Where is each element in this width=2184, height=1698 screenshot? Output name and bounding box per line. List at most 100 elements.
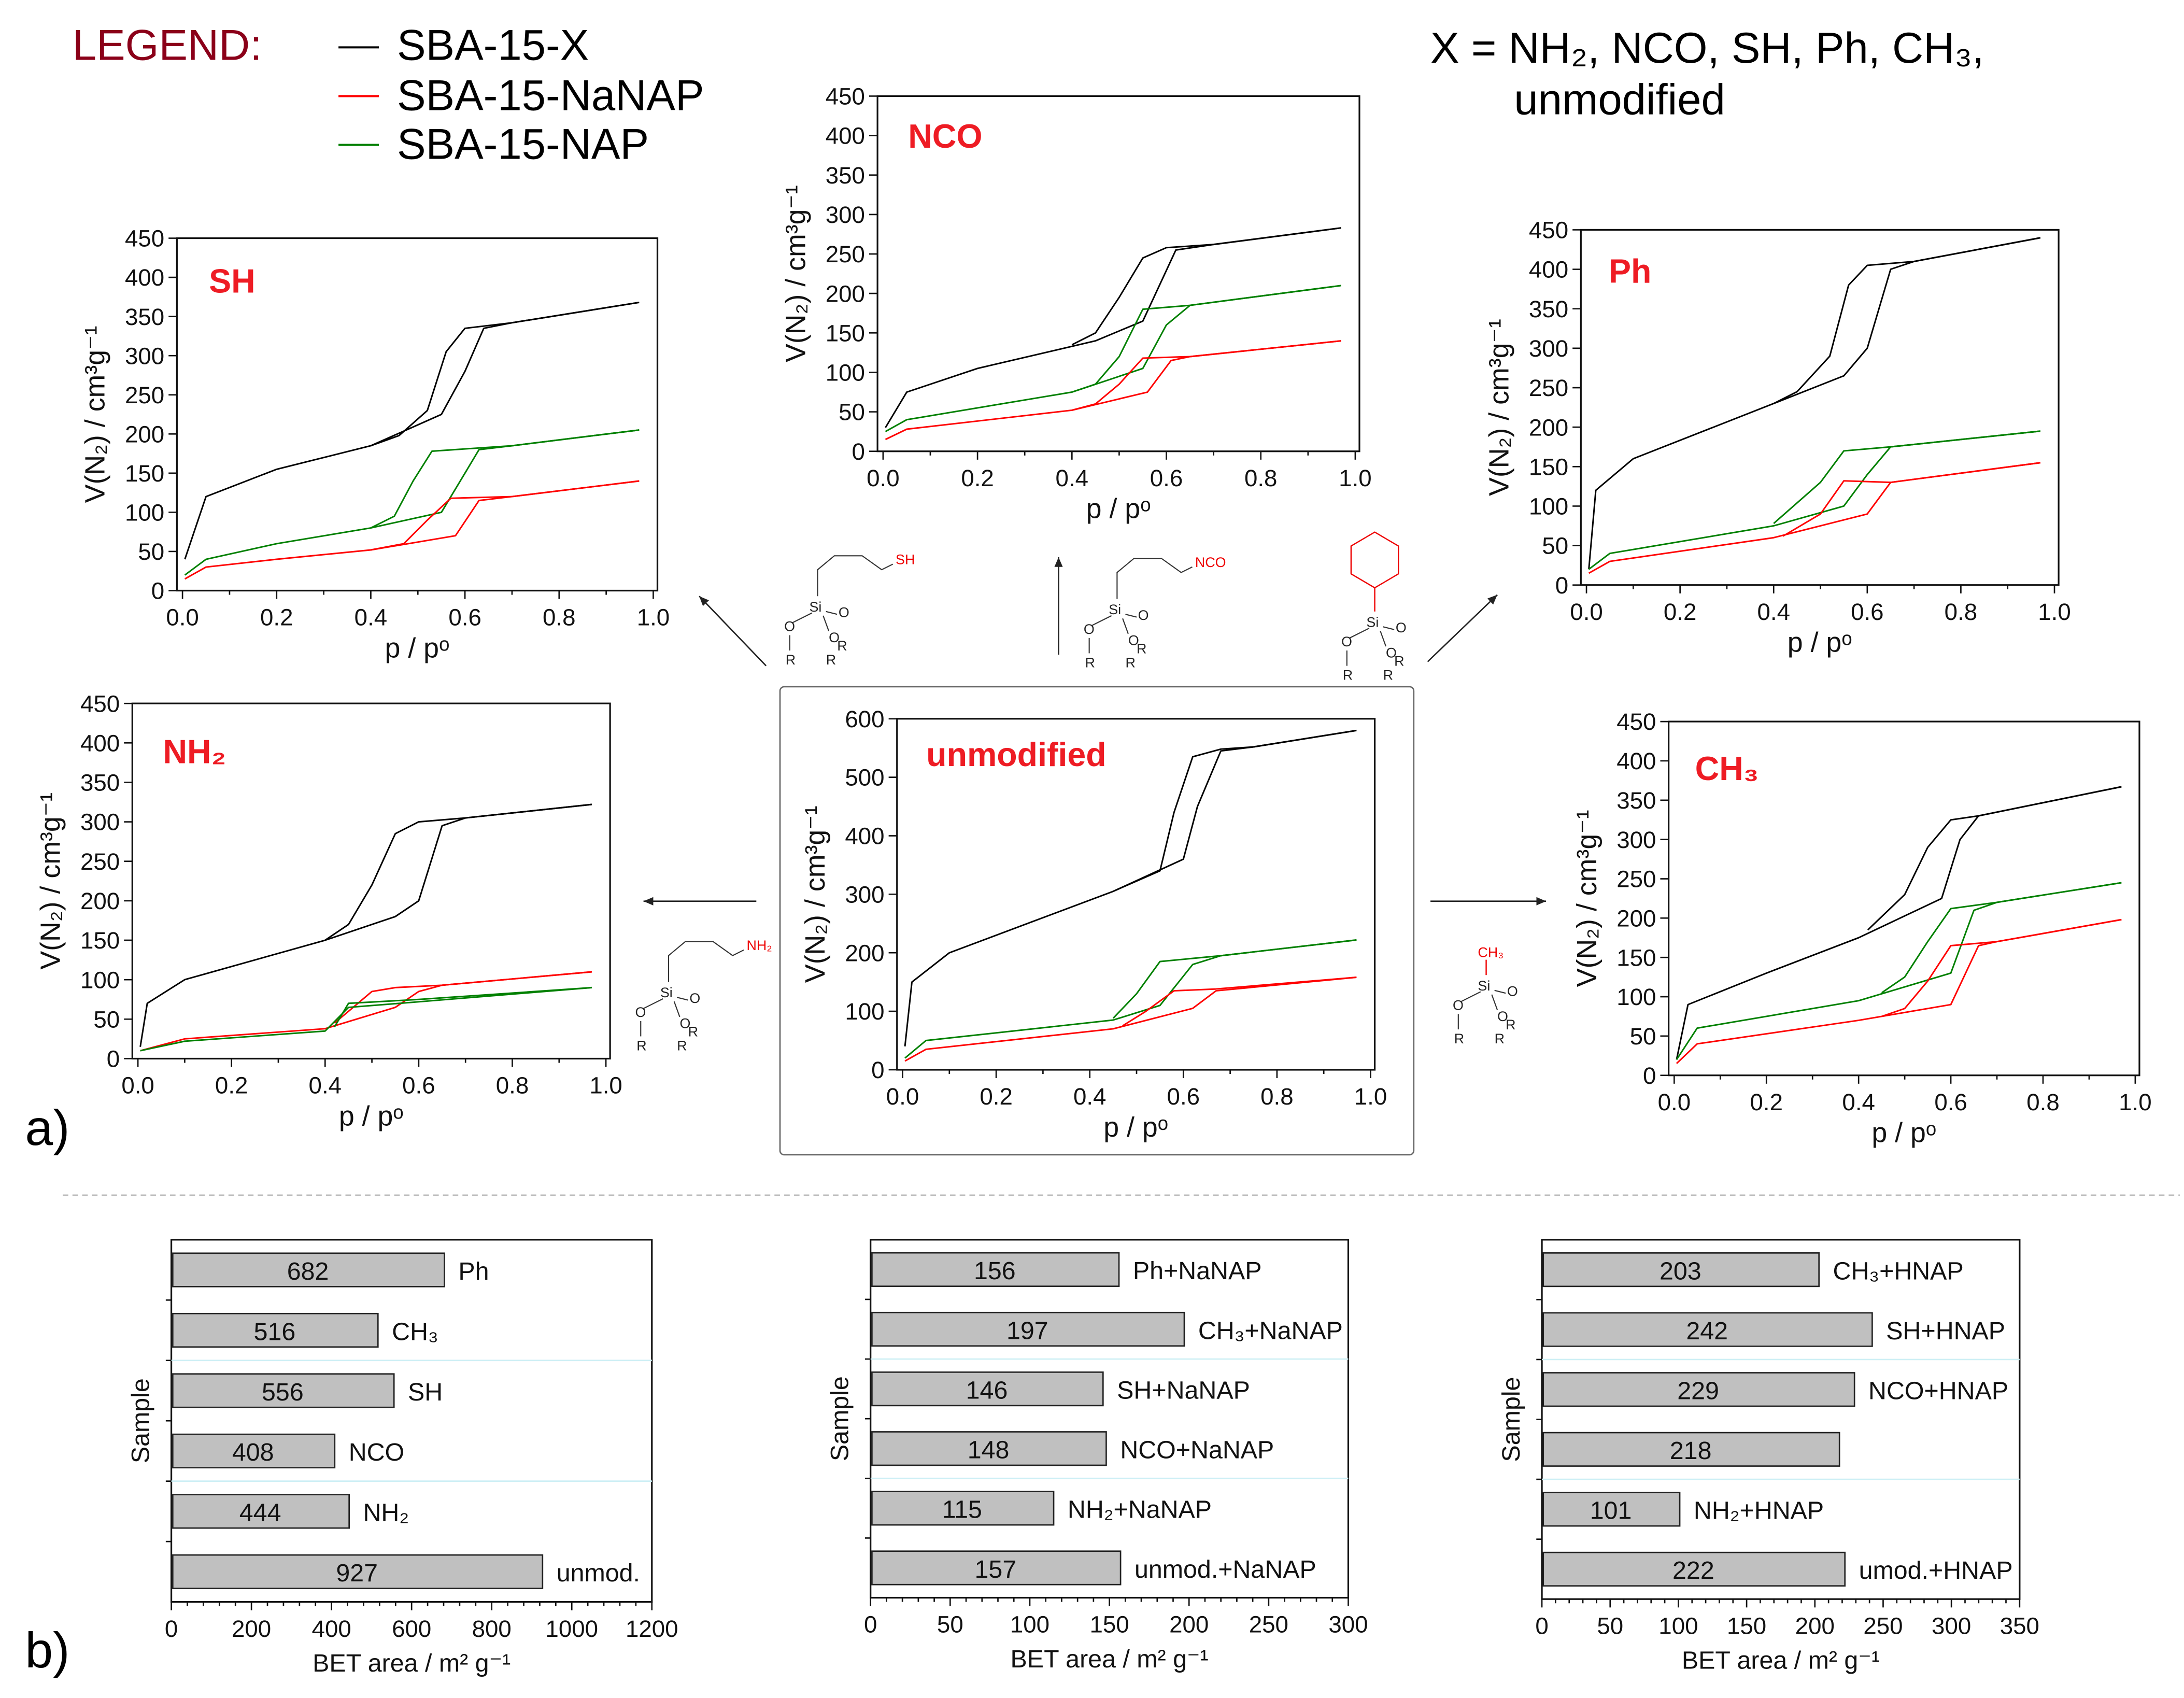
y-tick-label: 100 — [826, 360, 865, 386]
isotherm-panel-sh: 0.0 0.2 0.4 0.6 0.8 1.0 0 50 100 150 200 250 300 350 4… — [80, 225, 670, 664]
bar-value-label: 408 — [232, 1438, 274, 1466]
series-sba-15-nap-desorption — [334, 986, 592, 1028]
bar-value-label: 197 — [1006, 1317, 1048, 1345]
legend-item-sba15-x: SBA-15-X — [397, 21, 589, 69]
y-tick-label: 350 — [80, 770, 120, 796]
bar-ch-hnap — [1542, 1252, 1820, 1287]
bar-value-label: 516 — [254, 1318, 296, 1346]
series-sba-15-x-desorption — [1071, 227, 1341, 346]
series-sba-15-x-adsorption — [885, 227, 1341, 428]
x-axis-label: p / pᵒ — [1871, 1117, 1936, 1149]
y-tick-label: 100 — [1529, 493, 1568, 520]
y-tick-label: 200 — [1616, 905, 1656, 931]
y-tick-label: 350 — [1616, 787, 1656, 814]
x-tick-label: 0.2 — [260, 604, 293, 631]
x-tick-label: 1.0 — [589, 1072, 622, 1099]
y-tick-label: 250 — [80, 848, 120, 875]
x-tick-label: 0.6 — [1150, 465, 1183, 491]
bar-sh — [172, 1373, 395, 1408]
oxygen-atom: O — [1128, 632, 1139, 648]
series-sba-15-nanap-adsorption — [1676, 918, 2122, 1064]
y-axis-label: V(N₂) / cm³g⁻¹ — [80, 326, 111, 503]
y-tick-label: 50 — [1630, 1023, 1656, 1050]
y-tick-label: 400 — [1616, 748, 1656, 774]
x-tick-label: 0.8 — [496, 1072, 529, 1099]
bonds — [643, 997, 688, 1017]
bar-ph — [172, 1252, 445, 1287]
x-tick-label: 0.4 — [354, 604, 388, 631]
bar-umod-hnap — [1542, 1551, 1846, 1587]
x-axis-label: BET area / m² g⁻¹ — [1011, 1645, 1209, 1673]
x-axis-label: p / pᵒ — [1788, 627, 1852, 658]
oxygen-atom: O — [1396, 620, 1407, 635]
series-sba-15-nap-adsorption — [184, 429, 640, 576]
r-group: R — [1495, 1031, 1505, 1046]
y-tick-label: 100 — [125, 500, 164, 526]
panel-title: NCO — [908, 118, 982, 155]
x-tick-label: 0 — [165, 1616, 178, 1642]
bar-unlabeled — [1542, 1432, 1840, 1467]
y-tick-label: 600 — [845, 706, 884, 732]
series-sba-15-x-desorption — [370, 301, 640, 447]
y-axis-label: V(N₂) / cm³g⁻¹ — [800, 805, 831, 983]
legend: LEGEND: SBA-15-X SBA-15-NaNAP SBA-15-NAP — [73, 21, 704, 168]
y-tick-label: 50 — [839, 399, 865, 426]
x-tick-label: 0.8 — [1945, 599, 1978, 625]
x-tick-label: 50 — [937, 1611, 963, 1638]
y-tick-label: 200 — [80, 888, 120, 914]
bar-value-label: 156 — [974, 1257, 1016, 1285]
bar-nh-hnap — [1542, 1492, 1681, 1527]
y-tick-label: 150 — [80, 927, 120, 954]
panel-title: NH₂ — [163, 733, 226, 771]
series-sba-15-nap-desorption — [1112, 939, 1357, 1019]
oxygen-atom: O — [1386, 645, 1397, 660]
series-sba-15-x-adsorption — [1588, 237, 2041, 570]
r-group: R — [1125, 655, 1135, 670]
oxygen-atom: O — [1497, 1009, 1508, 1024]
y-axis-label: Sample — [127, 1378, 155, 1463]
oxygen-atom: O — [1341, 634, 1352, 649]
y-tick-label: 50 — [93, 1006, 120, 1032]
y-axis-label: Sample — [1497, 1377, 1525, 1462]
bar-ph-nanap — [871, 1252, 1120, 1287]
x-tick-label: 200 — [1169, 1611, 1209, 1638]
bonds — [1349, 626, 1395, 647]
bar-category-label: NCO+HNAP — [1868, 1377, 2008, 1405]
y-axis-label: V(N₂) / cm³g⁻¹ — [780, 185, 811, 362]
y-tick-label: 250 — [1616, 866, 1656, 893]
y-tick-label: 100 — [845, 998, 884, 1025]
bar-category-label: Ph+NaNAP — [1133, 1257, 1262, 1285]
functional-group-label: CH₃ — [1478, 944, 1504, 960]
series-sba-15-nap-desorption — [370, 429, 640, 529]
x-tick-label: 0.0 — [886, 1083, 919, 1110]
functional-group-label: SH — [896, 551, 915, 567]
series-sba-15-nanap-desorption — [1071, 340, 1341, 411]
x-tick-label: 200 — [232, 1616, 271, 1642]
oxygen-atom: O — [1453, 997, 1464, 1013]
bar-sh-nanap — [871, 1371, 1104, 1407]
oxygen-atom: O — [784, 618, 795, 634]
bet-bar-chart-1: 682 Ph 516 CH₃ 556 SH 408 NCO 444 NH₂ 927 unmod. 0 20… — [127, 1239, 678, 1677]
series-sba-15-nap-adsorption — [140, 986, 592, 1052]
bar-value-label: 115 — [942, 1496, 982, 1524]
r-group: R — [1506, 1017, 1515, 1032]
x-definition-line1: X = NH₂, NCO, SH, Ph, CH₃, — [1430, 24, 1984, 72]
y-tick-label: 150 — [1529, 454, 1568, 480]
series-sba-15-x-desorption — [324, 803, 592, 941]
propyl-chain — [1116, 558, 1193, 599]
bonds — [1460, 989, 1506, 1010]
arrow-icon — [699, 596, 767, 667]
x-tick-label: 150 — [1727, 1612, 1766, 1639]
y-tick-label: 300 — [1616, 827, 1656, 853]
x-axis-label: p / pᵒ — [385, 632, 450, 663]
oxygen-atom: O — [680, 1015, 691, 1031]
y-axis-label: Sample — [826, 1376, 854, 1461]
x-tick-label: 0.6 — [1851, 599, 1884, 625]
bonds — [1091, 614, 1137, 634]
series-sba-15-nanap-desorption — [334, 971, 592, 1024]
y-tick-label: 450 — [826, 83, 865, 110]
isotherm-panel-ch-: 0.0 0.2 0.4 0.6 0.8 1.0 0 50 100 150 200 250 300 350 4… — [1571, 709, 2152, 1148]
x-tick-label: 1.0 — [1339, 465, 1372, 491]
propyl-chain — [668, 941, 744, 982]
series-sba-15-nap-adsorption — [1588, 430, 2041, 570]
